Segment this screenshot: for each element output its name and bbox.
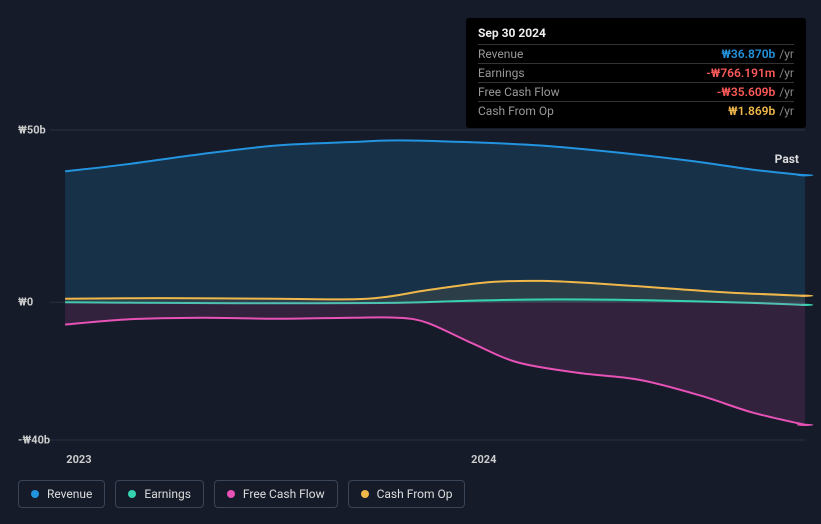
y-axis-tick-label: -₩40b [18, 434, 50, 447]
tooltip-row: Earnings-₩766.191m/yr [478, 63, 794, 82]
tooltip-row-label: Revenue [478, 47, 721, 61]
tooltip-row-value: -₩35.609b [717, 85, 775, 99]
series-area [65, 140, 805, 302]
tooltip-row-suffix: /yr [779, 47, 794, 61]
tooltip-row-label: Earnings [478, 66, 706, 80]
legend-item[interactable]: Earnings [115, 480, 204, 508]
series-endpoint [797, 174, 814, 176]
tooltip-row-label: Cash From Op [478, 104, 728, 118]
legend-label: Revenue [47, 487, 92, 501]
x-axis-tick-label: 2023 [66, 453, 91, 466]
legend-item[interactable]: Cash From Op [348, 480, 466, 508]
tooltip-row-suffix: /yr [779, 66, 794, 80]
legend-label: Free Cash Flow [243, 487, 325, 501]
tooltip-row-value: ₩36.870b [721, 47, 775, 61]
tooltip-row: Free Cash Flow-₩35.609b/yr [478, 82, 794, 101]
tooltip-row-value: -₩766.191m [706, 66, 775, 80]
data-tooltip: Sep 30 2024 Revenue₩36.870b/yrEarnings-₩… [466, 18, 806, 128]
y-axis-tick-label: ₩0 [18, 296, 33, 309]
past-label: Past [775, 152, 799, 166]
tooltip-row-suffix: /yr [779, 85, 794, 99]
legend-label: Cash From Op [377, 487, 453, 501]
tooltip-row: Cash From Op₩1.869b/yr [478, 101, 794, 120]
tooltip-row: Revenue₩36.870b/yr [478, 44, 794, 63]
x-axis-tick-label: 2024 [471, 453, 496, 466]
legend-dot-icon [128, 490, 136, 498]
legend-item[interactable]: Free Cash Flow [214, 480, 338, 508]
tooltip-rows: Revenue₩36.870b/yrEarnings-₩766.191m/yrF… [478, 44, 794, 120]
tooltip-row-label: Free Cash Flow [478, 85, 717, 99]
series-endpoint [797, 424, 814, 426]
series-area [65, 302, 805, 425]
legend-dot-icon [361, 490, 369, 498]
chart-area: ₩50b₩0-₩40b [18, 130, 805, 440]
tooltip-row-value: ₩1.869b [728, 104, 775, 118]
series-endpoint [797, 295, 814, 297]
legend-label: Earnings [144, 487, 191, 501]
chart-legend: Revenue Earnings Free Cash Flow Cash From O… [18, 480, 465, 508]
tooltip-row-suffix: /yr [779, 104, 794, 118]
legend-item[interactable]: Revenue [18, 480, 105, 508]
chart-plot[interactable] [50, 130, 805, 440]
y-axis-tick-label: ₩50b [18, 124, 46, 137]
legend-dot-icon [31, 490, 39, 498]
legend-dot-icon [227, 490, 235, 498]
tooltip-date: Sep 30 2024 [478, 26, 794, 40]
